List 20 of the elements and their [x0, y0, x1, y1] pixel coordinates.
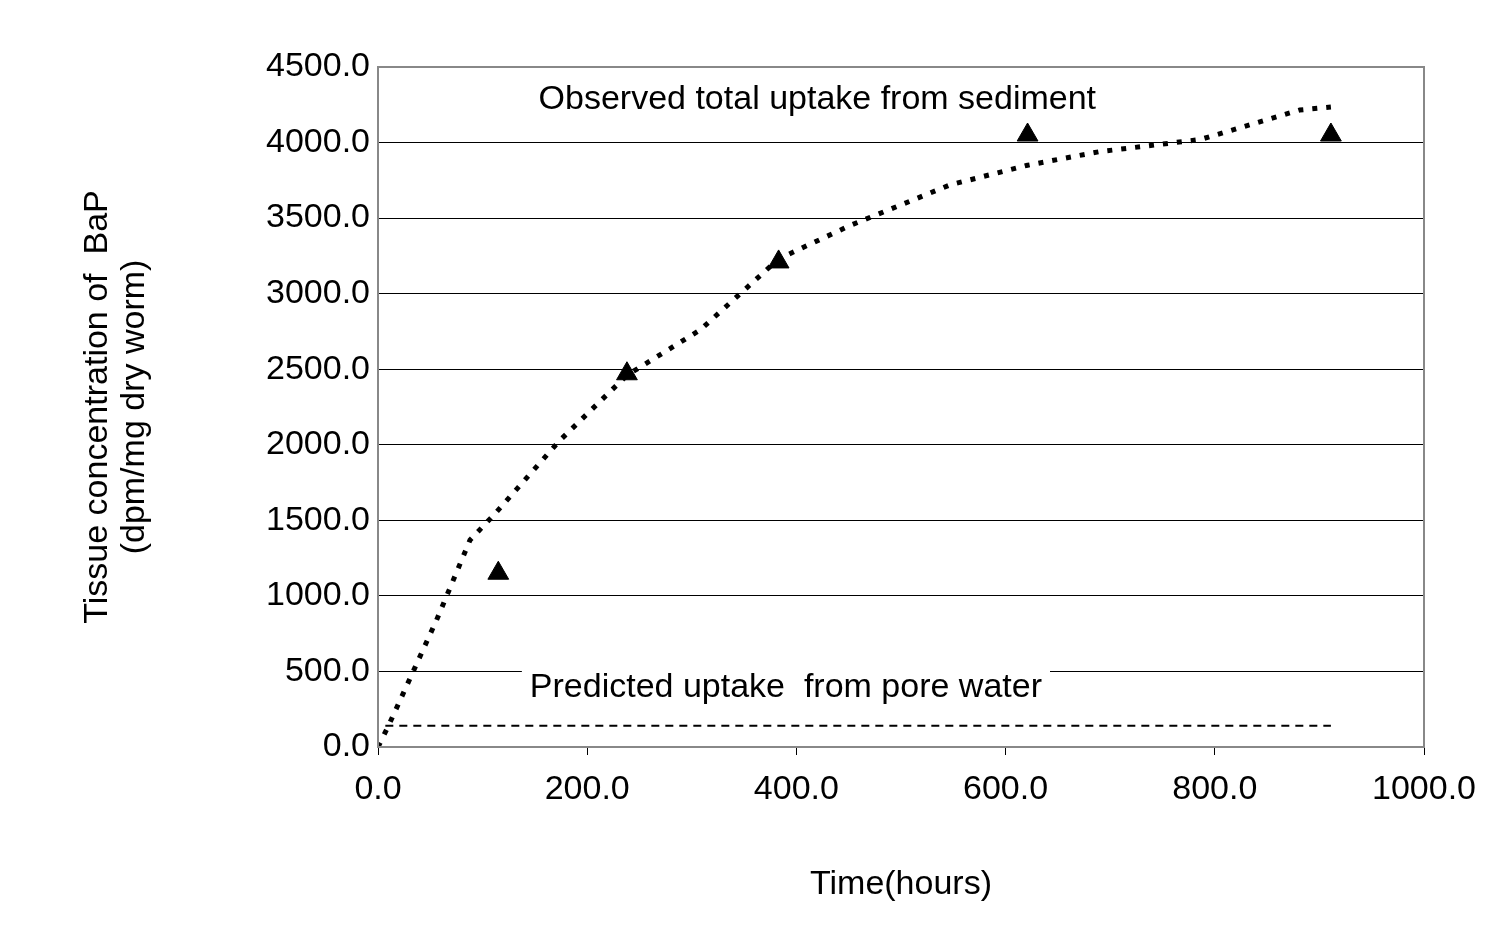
x-tick-label: 400.0	[753, 767, 839, 806]
y-axis-title: Tissue concentration of BaP (dpm/mg dry worm)	[76, 190, 152, 624]
x-tick-label: 0.0	[354, 767, 402, 806]
x-tick-label: 600.0	[963, 767, 1049, 806]
x-axis-title: Time(hours)	[810, 862, 992, 901]
y-tick-label: 1000.0	[266, 574, 370, 613]
y-tick-label: 2500.0	[266, 347, 370, 386]
y-tick-label: 4500.0	[266, 45, 370, 84]
y-tick-label: 1500.0	[266, 498, 370, 537]
y-tick-label: 500.0	[284, 649, 370, 688]
x-tick-label: 1000.0	[1372, 767, 1476, 806]
y-tick-label: 0.0	[322, 725, 370, 764]
x-tick-label: 800.0	[1172, 767, 1258, 806]
annotation: Observed total uptake from sediment	[538, 78, 1097, 117]
y-tick-label: 3000.0	[266, 272, 370, 311]
y-tick-label: 3500.0	[266, 196, 370, 235]
annotation: Predicted uptake from pore water	[529, 665, 1043, 704]
x-tick-label: 200.0	[544, 767, 630, 806]
y-tick-label: 4000.0	[266, 120, 370, 159]
y-tick-label: 2000.0	[266, 423, 370, 462]
